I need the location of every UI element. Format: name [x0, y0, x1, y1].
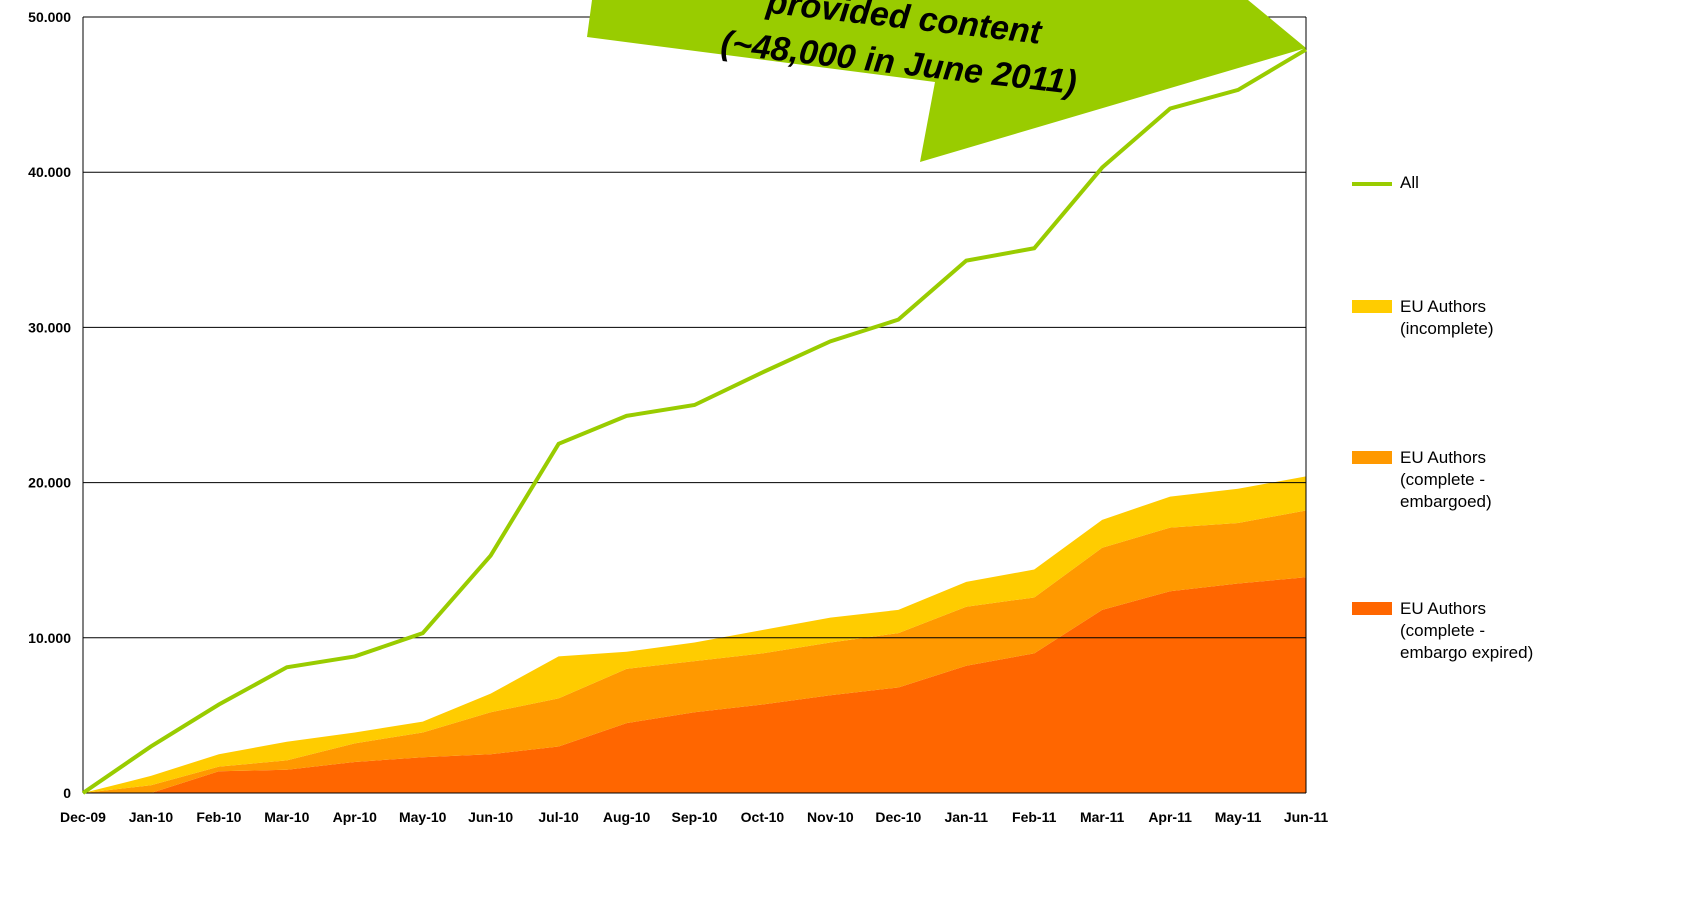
- line: [81, 47, 1308, 795]
- x-tick-label: Dec-09: [60, 809, 106, 825]
- legend-label: EU Authors (complete - embargo expired): [1400, 599, 1534, 662]
- legend-swatch: [1352, 300, 1392, 313]
- x-tick-label: Mar-10: [264, 809, 309, 825]
- y-tick-label: 30.000: [28, 319, 71, 335]
- x-tick-label: Sep-10: [672, 809, 718, 825]
- annotation-arrow: [587, 0, 1306, 162]
- x-tick-label: Apr-11: [1148, 809, 1192, 825]
- legend-swatch: [1352, 602, 1392, 615]
- legend-entry: All: [1352, 172, 1510, 194]
- legend-swatch: [1352, 451, 1392, 464]
- x-tick-label: Jun-11: [1284, 809, 1329, 825]
- x-tick-label: Jan-11: [944, 809, 988, 825]
- y-tick-label: 20.000: [28, 475, 71, 491]
- x-tick-label: May-11: [1215, 809, 1262, 825]
- y-tick-label: 50.000: [28, 9, 71, 25]
- y-tick-label: 40.000: [28, 164, 71, 180]
- legend-label: EU Authors (incomplete): [1400, 297, 1494, 338]
- legend-swatch: [1352, 182, 1392, 186]
- x-tick-label: Aug-10: [603, 809, 651, 825]
- x-tick-label: Feb-10: [196, 809, 241, 825]
- y-tick-label: 10.000: [28, 630, 71, 646]
- y-tick-label: 0: [63, 785, 71, 801]
- area: [83, 510, 1306, 793]
- area: [83, 577, 1306, 793]
- legend-label: All: [1400, 173, 1419, 192]
- x-tick-label: Nov-10: [807, 809, 854, 825]
- legend-entry: EU Authors (complete - embargoed): [1352, 447, 1550, 513]
- legend-label: EU Authors (complete - embargoed): [1400, 448, 1492, 511]
- x-tick-label: Jun-10: [468, 809, 513, 825]
- x-tick-label: May-10: [399, 809, 447, 825]
- x-tick-label: Dec-10: [875, 809, 921, 825]
- x-tick-label: Jul-10: [538, 809, 579, 825]
- plot-area: 0 10.000 20.000 30.000 40.000 50.000 Dec-09 Jan…: [28, 9, 1328, 825]
- x-tick-label: Feb-11: [1012, 809, 1057, 825]
- legend-entry: EU Authors (complete - embargo expired): [1352, 598, 1550, 664]
- legend-entry: EU Authors (incomplete): [1352, 296, 1510, 340]
- x-tick-label: Mar-11: [1080, 809, 1125, 825]
- area: [83, 476, 1306, 793]
- x-tick-label: Apr-10: [333, 809, 378, 825]
- x-tick-label: Jan-10: [129, 809, 174, 825]
- x-tick-label: Oct-10: [741, 809, 785, 825]
